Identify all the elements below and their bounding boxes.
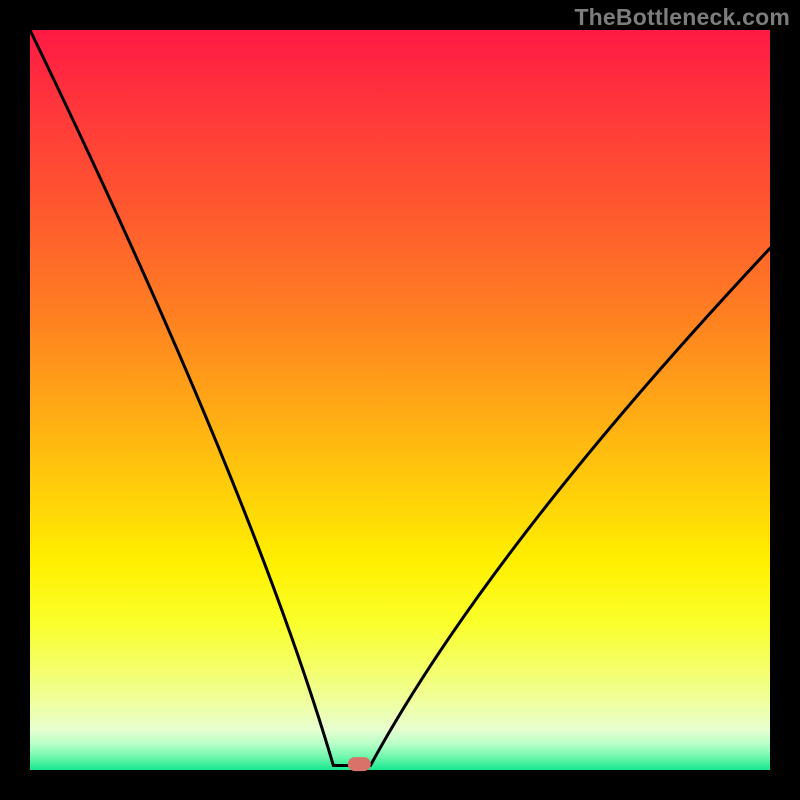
optimum-marker — [348, 757, 371, 771]
chart-root: TheBottleneck.com — [0, 0, 800, 800]
plot-background — [30, 30, 770, 770]
bottleneck-chart — [0, 0, 800, 800]
watermark-text: TheBottleneck.com — [574, 4, 790, 31]
